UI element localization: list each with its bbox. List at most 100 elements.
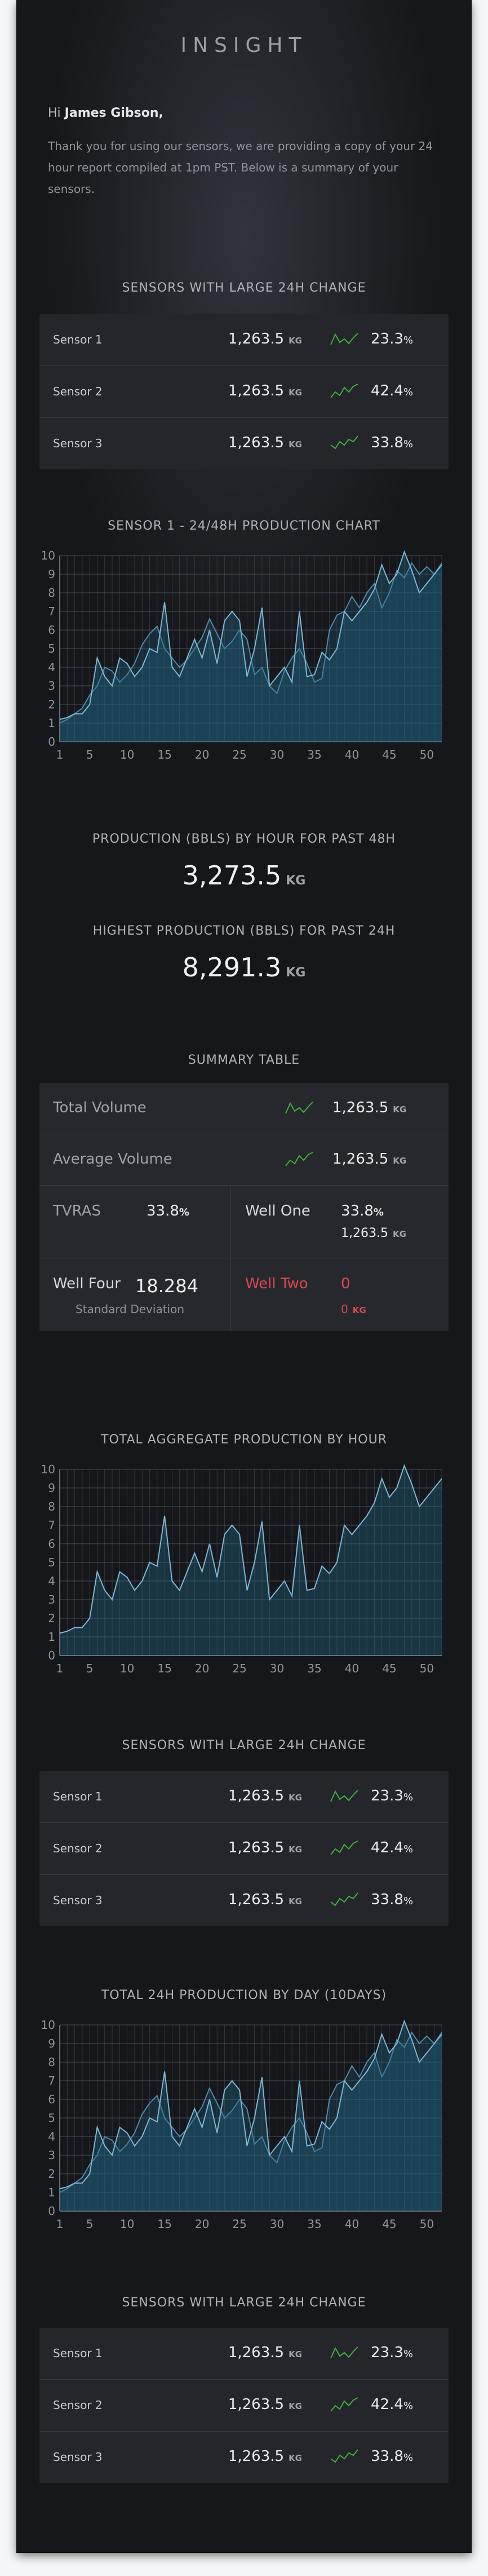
total-volume-label: Total Volume [53,1099,147,1116]
percent-sign: % [403,1895,413,1907]
sensor-percent: 33.8% [371,1891,413,1908]
summary-unit: KG [352,1305,366,1315]
well-one-percent: 33.8% [341,1203,384,1219]
sensor-percent: 33.8% [371,2448,413,2465]
production-48h-value: 3,273.5 KG [17,860,471,891]
y-tick-label: 7 [48,1518,55,1532]
y-tick-label: 9 [48,567,55,581]
series-area [60,1465,442,1655]
percent-sign: % [403,386,413,398]
y-tick-label: 6 [48,2093,55,2106]
stat-unit: KG [286,966,306,980]
sensor-value: 1,263.5 KG [228,2448,302,2465]
sensor-row[interactable]: Sensor 2 1,263.5 KG 42.4% [39,1823,449,1875]
sparkline-icon [330,2397,358,2412]
y-tick-label: 10 [41,1464,55,1476]
sensor-value-number: 1,263.5 [228,1891,285,1908]
x-tick-label: 40 [345,748,359,761]
y-tick-label: 10 [41,2019,55,2032]
sensor-value-number: 1,263.5 [228,382,285,399]
sensor-name: Sensor 2 [53,385,103,398]
sparkline-icon [330,1840,358,1855]
y-tick-label: 7 [48,2074,55,2088]
greeting-prefix: Hi [48,106,61,120]
sensor-value-number: 1,263.5 [228,2344,285,2361]
y-tick-label: 8 [48,586,55,600]
y-tick-label: 5 [48,1556,55,1569]
sensor-row[interactable]: Sensor 3 1,263.5 KG 33.8% [39,1875,449,1926]
x-tick-label: 25 [232,2217,246,2231]
sensor-percent-number: 23.3 [371,2344,403,2361]
sensor-name: Sensor 1 [53,333,103,346]
tvras-value: 33.8% [147,1203,189,1219]
x-tick-label: 50 [420,2217,434,2231]
summary-row-average-volume: Average Volume 1,263.5 KG [39,1134,449,1186]
percent-sign: % [403,2452,413,2464]
x-tick-label: 30 [270,1662,284,1675]
sensor-row[interactable]: Sensor 1 1,263.5 KG 23.3% [39,2328,449,2380]
sensor-percent-number: 42.4 [371,382,403,399]
sensor-percent-number: 33.8 [371,434,403,451]
x-tick-label: 30 [270,748,284,761]
well-two-subnumber: 0 [341,1302,348,1316]
sensor-value: 1,263.5 KG [228,2396,302,2413]
y-tick-label: 3 [48,1593,55,1606]
sensor-row[interactable]: Sensor 3 1,263.5 KG 33.8% [39,2432,449,2483]
x-tick-label: 15 [157,2217,171,2231]
sensor-value-number: 1,263.5 [228,331,285,347]
sensor-unit: KG [289,336,302,346]
y-tick-label: 4 [48,1574,55,1588]
series-line [59,1464,442,1634]
sensor-value-number: 1,263.5 [228,1787,285,1804]
y-tick-label: 6 [48,623,55,637]
sparkline-icon [330,1892,358,1906]
sensor-unit: KG [289,2349,302,2359]
sensor-value: 1,263.5 KG [228,1787,302,1804]
x-tick-label: 5 [86,2217,94,2231]
series-area [60,552,442,742]
well-two-value: 0 [341,1275,351,1292]
sensor-row[interactable]: Sensor 1 1,263.5 KG 23.3% [39,314,449,366]
section-title-chart-2: TOTAL AGGREGATE PRODUCTION BY HOUR [101,1433,387,1447]
highest-24h-number: 8,291.3 [182,952,282,983]
percent-sign: % [403,2400,413,2412]
sensor-row[interactable]: Sensor 1 1,263.5 KG 23.3% [39,1771,449,1823]
sensor-row[interactable]: Sensor 2 1,263.5 KG 42.4% [39,366,449,418]
y-tick-label: 5 [48,2111,55,2125]
sensor-name: Sensor 3 [53,1894,103,1907]
x-tick-label: 20 [195,1662,209,1675]
y-tick-label: 3 [48,2148,55,2162]
y-tick-label: 9 [48,2037,55,2050]
recipient-name: James Gibson, [64,106,163,120]
sensor-value: 1,263.5 KG [228,1891,302,1908]
total-volume-number: 1,263.5 [332,1099,389,1116]
sensor-unit: KG [289,2401,302,2411]
y-tick-label: 2 [48,2167,55,2181]
x-tick-label: 5 [86,748,94,761]
x-tick-label: 50 [420,1662,434,1675]
y-tick-label: 7 [48,605,55,618]
x-tick-label: 10 [120,748,134,761]
sensor-row[interactable]: Sensor 3 1,263.5 KG 33.8% [39,418,449,469]
sensor-name: Sensor 2 [53,1842,103,1855]
summary-unit: KG [392,1229,406,1239]
section-title-highest-24h: HIGHEST PRODUCTION (BBLS) FOR PAST 24H [92,924,396,938]
x-tick-label: 25 [232,1662,246,1675]
sparkline-icon [330,333,358,345]
sensor-unit: KG [289,439,302,450]
percent-sign: % [179,1206,189,1218]
y-tick-label: 0 [48,1649,55,1662]
section-title-chart-1: SENSOR 1 - 24/48H PRODUCTION CHART [108,519,380,533]
sparkline-icon [330,1790,358,1802]
y-tick-label: 1 [48,716,55,730]
percent-sign: % [403,334,413,346]
summary-table: Total Volume 1,263.5 KG Average Volume 1,… [39,1083,449,1331]
y-tick-label: 8 [48,2055,55,2069]
x-tick-label: 35 [307,2217,321,2231]
sensor-row[interactable]: Sensor 2 1,263.5 KG 42.4% [39,2380,449,2432]
sensor-value: 1,263.5 KG [228,331,302,347]
x-tick-label: 35 [307,748,321,761]
sparkline-icon [285,1152,313,1166]
stat-unit: KG [286,874,306,888]
sensor-table-1: Sensor 1 1,263.5 KG 23.3% Sensor 2 1,263.… [39,314,449,469]
